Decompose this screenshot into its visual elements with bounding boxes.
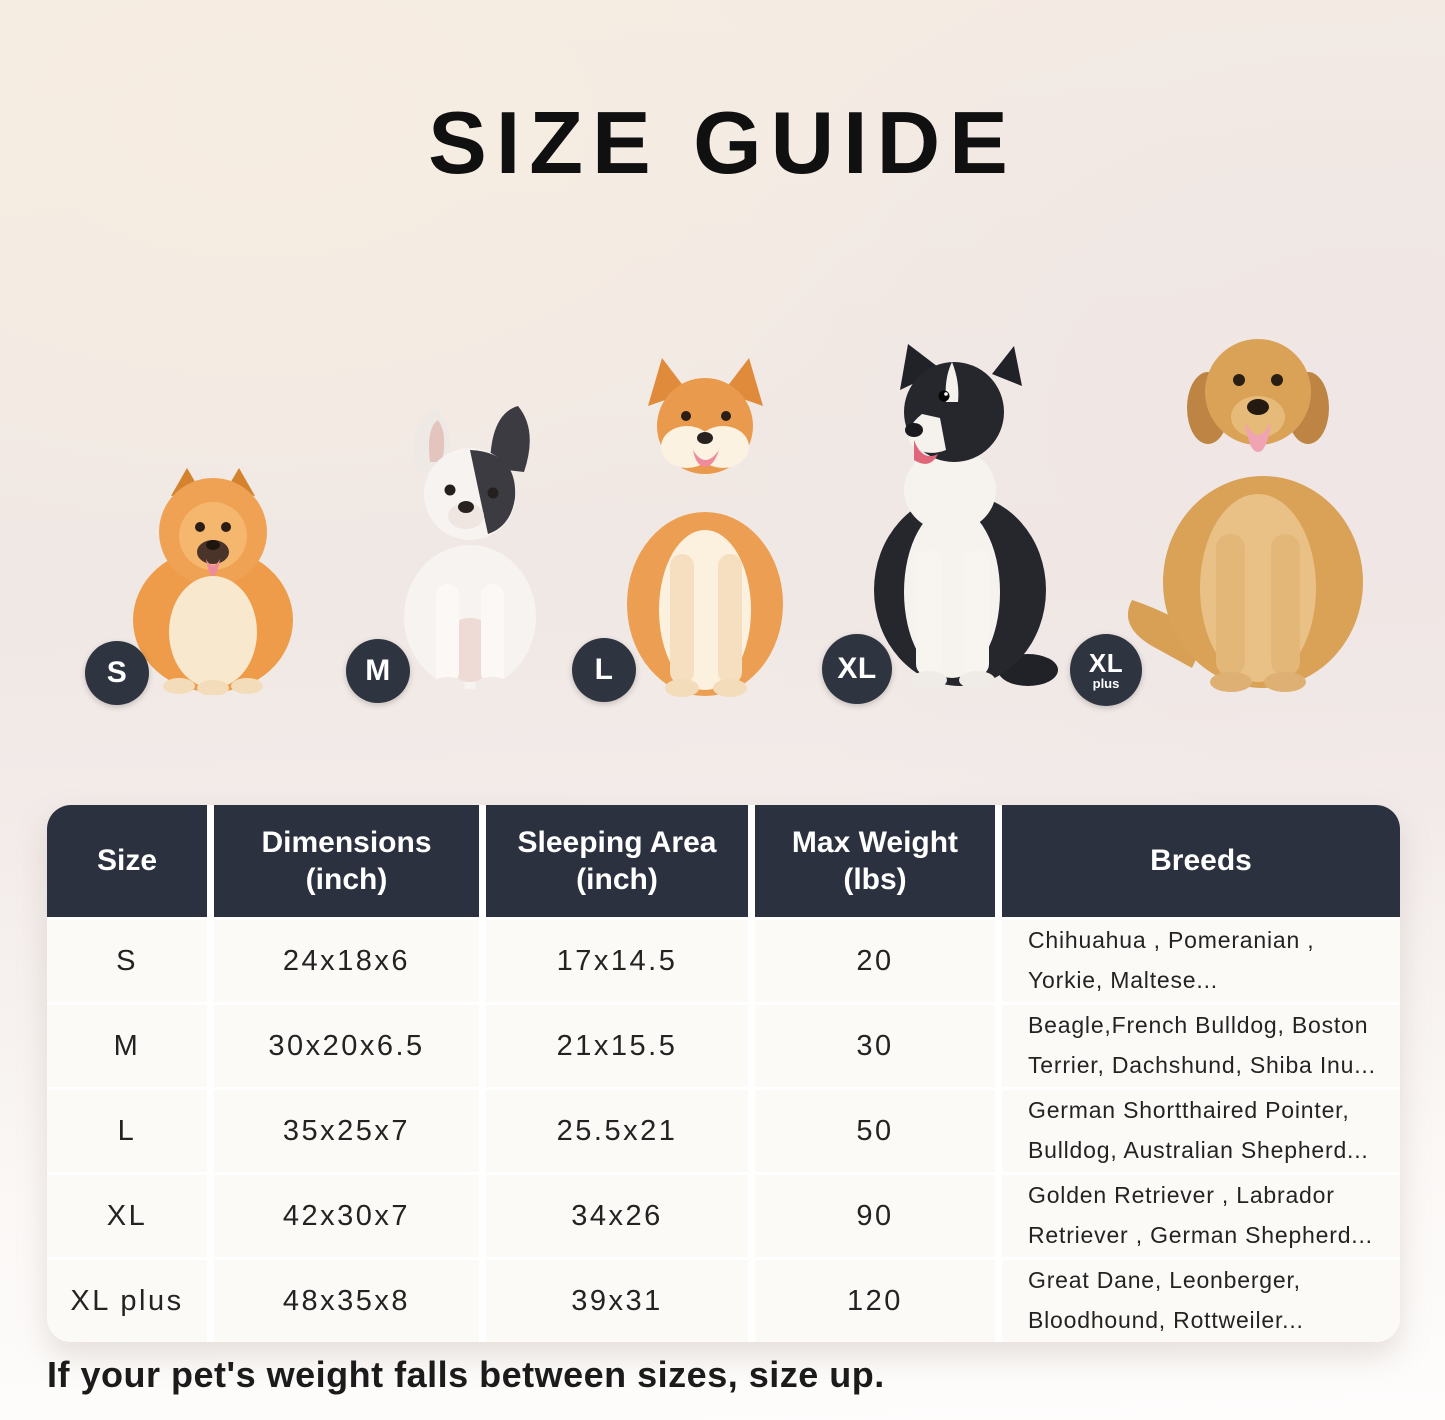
cell-sleeping-area: 21x15.5	[486, 1005, 748, 1087]
cell-dimensions: 35x25x7	[214, 1090, 479, 1172]
col-header-dimensions: Dimensions (inch)	[214, 805, 479, 917]
size-badge-label: L	[594, 653, 614, 686]
cell-breeds: German Shortthaired Pointer, Bulldog, Au…	[1002, 1090, 1400, 1172]
cell-breeds: Beagle,French Bulldog, Boston Terrier, D…	[1002, 1005, 1400, 1087]
cell-sleeping-area: 39x31	[486, 1260, 748, 1342]
border-collie-illustration	[850, 338, 1068, 700]
size-guide-table: Size Dimensions (inch) Sleeping Area (in…	[47, 805, 1400, 1342]
cell-size: XL plus	[47, 1260, 207, 1342]
page-title: SIZE GUIDE	[428, 93, 1017, 192]
cell-breeds: Great Dane, Leonberger, Bloodhound, Rott…	[1002, 1260, 1400, 1342]
cell-size: XL	[47, 1175, 207, 1257]
cell-sleeping-area: 34x26	[486, 1175, 748, 1257]
cell-dimensions: 24x18x6	[214, 920, 479, 1002]
size-badge-label: XL	[837, 652, 877, 685]
cell-size: S	[47, 920, 207, 1002]
cell-max-weight: 90	[755, 1175, 995, 1257]
cell-dimensions: 48x35x8	[214, 1260, 479, 1342]
size-badge-label: XL	[1088, 648, 1124, 678]
cell-max-weight: 50	[755, 1090, 995, 1172]
cell-size: L	[47, 1090, 207, 1172]
size-badge-xl: XL	[822, 634, 892, 704]
french-bulldog-illustration	[378, 402, 563, 695]
pomeranian-dog-illustration	[113, 460, 313, 695]
cell-max-weight: 120	[755, 1260, 995, 1342]
cell-dimensions: 42x30x7	[214, 1175, 479, 1257]
size-badge-l: L	[572, 638, 636, 702]
size-up-note: If your pet's weight falls between sizes…	[47, 1354, 885, 1395]
cell-breeds: Chihuahua , Pomeranian , Yorkie, Maltese…	[1002, 920, 1400, 1002]
col-header-max-weight: Max Weight (lbs)	[755, 805, 995, 917]
cell-size: M	[47, 1005, 207, 1087]
cell-breeds: Golden Retriever , Labrador Retriever , …	[1002, 1175, 1400, 1257]
col-header-sleeping-area: Sleeping Area (inch)	[486, 805, 748, 917]
cell-max-weight: 20	[755, 920, 995, 1002]
golden-retriever-illustration	[1118, 312, 1398, 700]
size-badge-xl-plus: XL plus	[1070, 634, 1142, 706]
col-header-breeds: Breeds	[1002, 805, 1400, 917]
cell-sleeping-area: 25.5x21	[486, 1090, 748, 1172]
shiba-inu-illustration	[608, 352, 803, 700]
size-badge-label: S	[106, 656, 128, 689]
cell-dimensions: 30x20x6.5	[214, 1005, 479, 1087]
size-badge-label: M	[365, 654, 391, 687]
size-badge-s: S	[85, 641, 149, 705]
size-badge-sublabel: plus	[1092, 676, 1120, 691]
col-header-size: Size	[47, 805, 207, 917]
cell-sleeping-area: 17x14.5	[486, 920, 748, 1002]
size-badge-m: M	[346, 639, 410, 703]
cell-max-weight: 30	[755, 1005, 995, 1087]
